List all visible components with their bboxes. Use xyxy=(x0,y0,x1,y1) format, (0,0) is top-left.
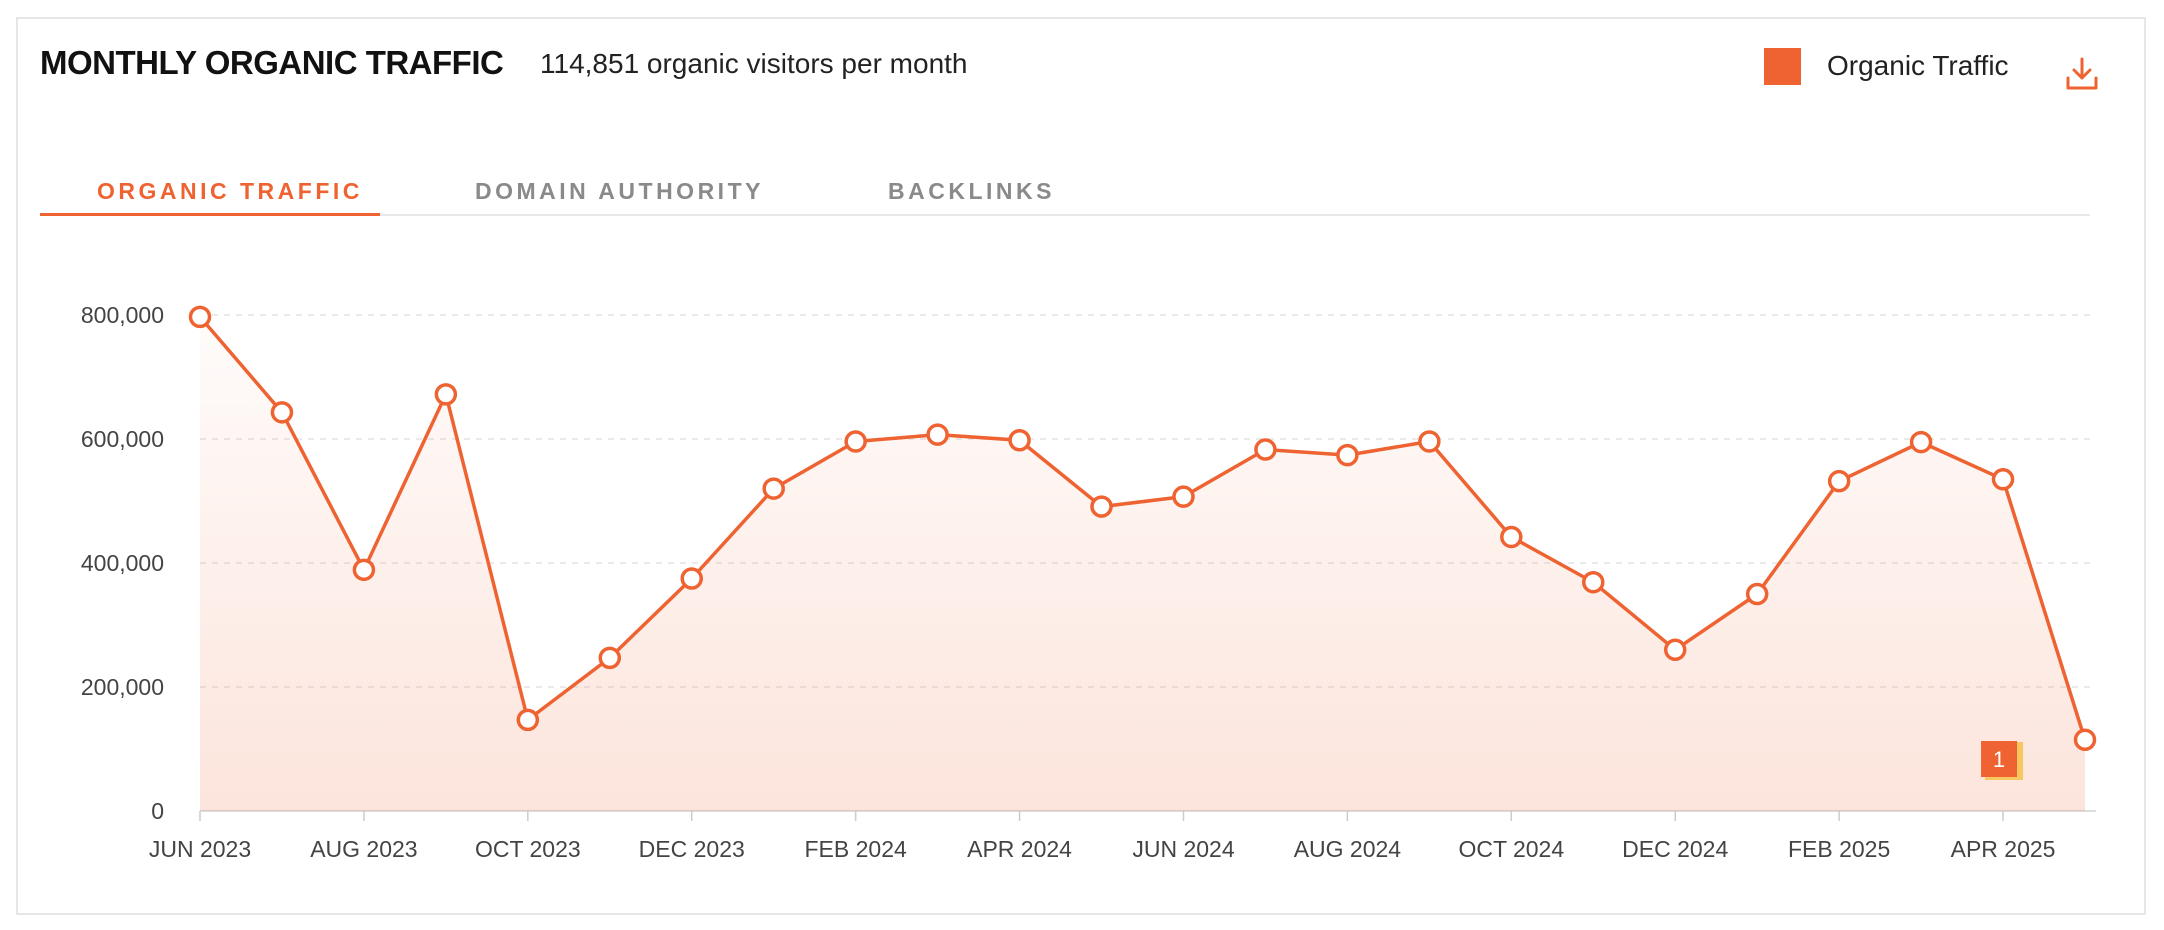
y-tick-label: 0 xyxy=(151,798,164,824)
data-point[interactable] xyxy=(1500,525,1523,549)
x-tick-label: AUG 2023 xyxy=(310,836,417,862)
tab-organic-traffic[interactable]: ORGANIC TRAFFIC xyxy=(97,178,363,204)
y-tick-label: 600,000 xyxy=(81,426,164,452)
data-point[interactable] xyxy=(352,558,376,582)
annotation-label: 1 xyxy=(1993,747,2005,772)
data-point[interactable] xyxy=(1663,638,1687,662)
active-tab-indicator xyxy=(40,213,380,216)
series-area xyxy=(200,316,2085,811)
y-tick-label: 400,000 xyxy=(81,550,164,576)
x-tick-label: APR 2024 xyxy=(967,836,1072,862)
legend-label: Organic Traffic xyxy=(1827,50,2009,81)
data-point[interactable] xyxy=(1172,485,1195,508)
y-tick-label: 800,000 xyxy=(81,302,164,328)
chart-legend[interactable]: Organic Traffic xyxy=(1764,46,2009,86)
data-point[interactable] xyxy=(1827,469,1851,493)
data-point[interactable] xyxy=(1909,430,1933,454)
data-point[interactable] xyxy=(1991,468,2015,491)
x-tick-label: JUN 2023 xyxy=(149,836,251,862)
data-point[interactable] xyxy=(188,305,212,329)
x-tick-label: FEB 2025 xyxy=(1788,836,1890,862)
data-point[interactable] xyxy=(2073,728,2097,752)
data-point[interactable] xyxy=(844,430,867,453)
x-tick-label: OCT 2023 xyxy=(475,836,581,862)
x-tick-label: OCT 2024 xyxy=(1458,836,1564,862)
data-point[interactable] xyxy=(1336,443,1359,467)
x-tick-label: DEC 2023 xyxy=(639,836,745,862)
data-point[interactable] xyxy=(1090,495,1113,518)
download-icon[interactable] xyxy=(2064,56,2100,92)
data-point[interactable] xyxy=(926,423,949,446)
x-tick-label: APR 2025 xyxy=(1951,836,2056,862)
data-point[interactable] xyxy=(434,383,458,406)
data-point[interactable] xyxy=(598,646,622,670)
series-line-organic-traffic xyxy=(198,315,2087,741)
x-tick-label: JUN 2024 xyxy=(1132,836,1234,862)
x-tick-label: FEB 2024 xyxy=(805,836,907,862)
x-tick-label: DEC 2024 xyxy=(1622,836,1728,862)
tab-backlinks[interactable]: BACKLINKS xyxy=(888,178,1055,204)
data-point[interactable] xyxy=(270,401,294,424)
legend-swatch xyxy=(1764,47,1801,85)
data-point[interactable] xyxy=(680,567,703,590)
data-point[interactable] xyxy=(1008,428,1031,452)
data-point[interactable] xyxy=(516,708,540,732)
data-point[interactable] xyxy=(762,477,785,500)
tab-domain-authority[interactable]: DOMAIN AUTHORITY xyxy=(475,178,764,204)
annotation-marker[interactable] xyxy=(1981,741,2018,777)
chart-tabs: ORGANIC TRAFFIC DOMAIN AUTHORITY BACKLIN… xyxy=(40,160,2090,216)
data-point[interactable] xyxy=(1582,570,1605,594)
x-tick-label: AUG 2024 xyxy=(1294,836,1402,862)
chart-title: MONTHLY ORGANIC TRAFFIC xyxy=(40,44,504,81)
data-point[interactable] xyxy=(1745,582,1769,606)
visitors-summary: 114,851 organic visitors per month xyxy=(540,48,968,79)
data-point[interactable] xyxy=(1254,438,1277,461)
y-tick-label: 200,000 xyxy=(81,674,164,700)
data-point[interactable] xyxy=(1418,430,1441,453)
